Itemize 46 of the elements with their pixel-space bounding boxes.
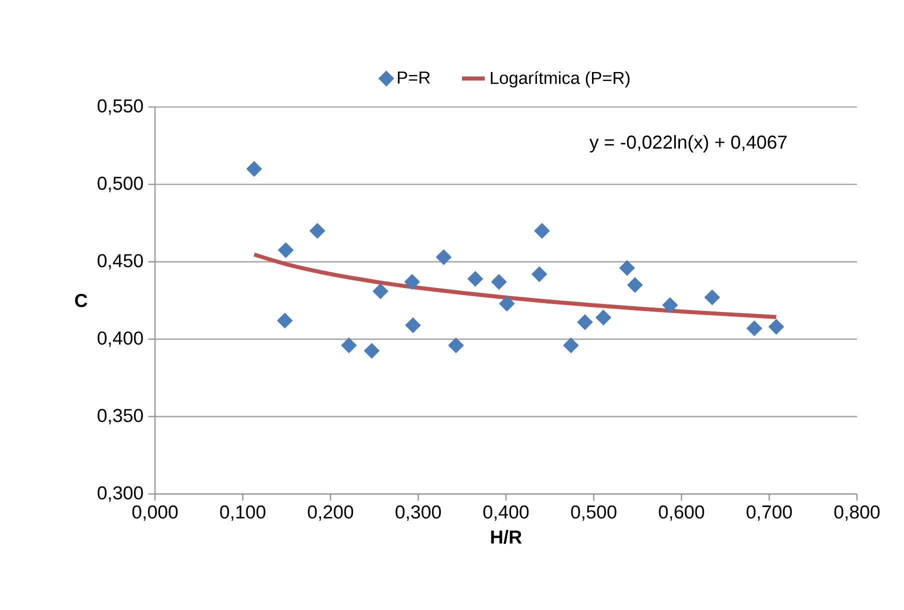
y-tick-label: 0,500 — [98, 176, 143, 192]
point — [577, 314, 593, 330]
x-tick-label: 0,100 — [220, 505, 266, 521]
point — [704, 290, 720, 306]
x-tick-label: 0,800 — [834, 505, 880, 521]
point — [448, 338, 464, 354]
point — [532, 266, 548, 282]
x-tick-label: 0,400 — [483, 505, 529, 521]
x-tick-label: 0,500 — [571, 505, 616, 521]
point — [627, 277, 643, 293]
y-tick-label: 0,450 — [98, 254, 143, 270]
x-tick-label: 0,300 — [396, 505, 441, 521]
point — [405, 317, 421, 334]
point — [246, 161, 262, 177]
y-axis-title: C — [75, 294, 88, 308]
line-series — [252, 252, 778, 320]
y-tick-label: 0,550 — [98, 99, 143, 115]
y-tick-label: 0,400 — [98, 331, 143, 347]
annotation: y = -0,022ln(x) + 0,4067 — [589, 135, 787, 152]
point — [563, 338, 579, 354]
point — [372, 283, 388, 300]
point — [596, 310, 612, 326]
legend-label: P=R — [398, 72, 430, 84]
point — [277, 312, 293, 328]
y-tick-label: 0,300 — [98, 486, 143, 502]
point — [436, 249, 452, 265]
point — [534, 223, 550, 239]
point — [404, 274, 420, 290]
x-tick-label: 0,700 — [746, 505, 792, 521]
x-tick-label: 0,200 — [308, 505, 354, 521]
y-tick-label: 0,350 — [98, 408, 143, 424]
point — [768, 318, 784, 335]
point — [310, 223, 326, 239]
point — [619, 260, 635, 276]
point — [491, 274, 507, 290]
point — [278, 242, 294, 258]
x-tick-label: 0,600 — [658, 505, 704, 521]
x-axis-title: H/R — [491, 530, 522, 544]
x-tick-label: 0,000 — [132, 505, 178, 521]
point — [499, 296, 515, 312]
point — [746, 320, 762, 336]
point — [662, 297, 678, 313]
point — [364, 342, 380, 359]
point — [467, 271, 484, 287]
point — [341, 338, 357, 354]
legend-label: Logarítmica (P=R) — [490, 71, 630, 88]
